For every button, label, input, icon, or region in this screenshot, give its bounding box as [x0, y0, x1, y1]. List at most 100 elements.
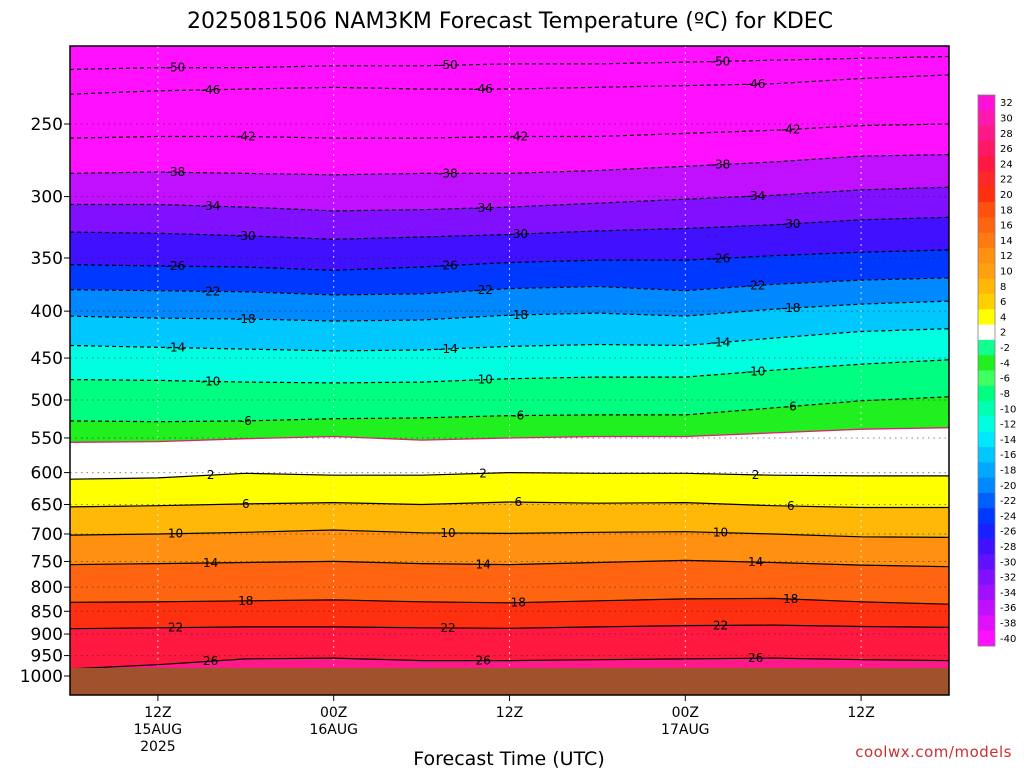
contour-label: 26 [748, 651, 763, 665]
colorbar-cell [978, 477, 995, 494]
colorbar-cell [978, 523, 995, 540]
colorbar-label: -34 [1000, 588, 1016, 599]
colorbar: 32 30 28 26 24 22 20 18 16 14 12 10 8 6 4 2 -2 -4 -6 -8 -10 -… [977, 94, 1016, 647]
colorbar-cell [978, 278, 995, 295]
colorbar-label: -4 [1000, 358, 1010, 369]
y-tick-label: 350 [31, 249, 63, 269]
x-tick-label: 00Z [672, 705, 699, 721]
contour-lines [70, 55, 949, 670]
colorbar-label: 14 [1000, 236, 1013, 247]
contour-label: -10 [746, 365, 766, 379]
colorbar-cell [978, 401, 995, 417]
contour-label: 26 [475, 654, 490, 668]
colorbar-cell [978, 385, 995, 402]
contour-label: -10 [473, 373, 493, 387]
contour-label: -50 [438, 58, 458, 72]
x-tick-label: 12Z [496, 705, 523, 721]
contour-label: -46 [746, 77, 766, 91]
colorbar-cell [978, 569, 995, 586]
colorbar-label: -24 [1000, 511, 1016, 522]
x-tick-label: 2025 [140, 739, 176, 755]
colorbar-cell [978, 600, 995, 616]
colorbar-cell [978, 140, 995, 157]
colorbar-cell [978, 232, 995, 249]
contour-label: 2 [207, 468, 215, 482]
colorbar-cell [978, 370, 995, 387]
colorbar-label: 12 [1000, 251, 1013, 262]
contour-label: 10 [440, 526, 455, 540]
contour-label: 14 [748, 555, 763, 569]
colorbar-cell [978, 615, 995, 632]
colorbar-label: -18 [1000, 465, 1016, 476]
colorbar-label: -40 [1000, 634, 1016, 645]
contour-label: -30 [781, 217, 801, 231]
contour-label: 10 [168, 527, 183, 541]
x-tick-label: 12Z [847, 705, 874, 721]
y-tick-label: 950 [31, 647, 63, 667]
contour-line [70, 657, 949, 670]
colorbar-cell [978, 263, 995, 280]
contour-label: 22 [713, 618, 728, 632]
colorbar-cell [978, 554, 995, 570]
colorbar-cell [978, 339, 995, 356]
colorbar-cell [978, 202, 995, 218]
colorbar-cell [978, 324, 995, 341]
colorbar-label: 20 [1000, 190, 1013, 201]
colorbar-cell [978, 309, 995, 325]
contour-label: -22 [746, 279, 766, 293]
contour-label: 14 [203, 556, 218, 570]
credit-text: coolwx.com/models [855, 743, 1012, 761]
colorbar-label: 8 [1000, 282, 1006, 293]
contour-label: 6 [787, 499, 795, 513]
contour-label: -42 [781, 122, 801, 136]
colorbar-label: 2 [1000, 328, 1006, 339]
grid-lines [70, 46, 949, 695]
y-tick-label: 650 [31, 495, 63, 515]
contour-label: -46 [201, 83, 221, 97]
contour-label: 22 [440, 621, 455, 635]
contour-label: 10 [713, 526, 728, 540]
y-tick-label: 900 [31, 625, 63, 645]
contour-line [70, 529, 949, 538]
y-tick-label: 600 [31, 464, 63, 484]
contour-label: -14 [438, 342, 458, 356]
colorbar-label: 26 [1000, 144, 1013, 155]
colorbar-cell [978, 508, 995, 524]
y-tick-label: 850 [31, 602, 63, 622]
colorbar-label: 32 [1000, 98, 1013, 109]
contour-label: -42 [508, 130, 528, 144]
contour-label: -26 [166, 259, 186, 273]
colorbar-label: -2 [1000, 343, 1010, 354]
colorbar-cell [978, 462, 995, 479]
colorbar-label: 16 [1000, 221, 1013, 232]
x-tick-label: 12Z [144, 705, 171, 721]
contour-line [70, 501, 949, 509]
y-axis-ticks: 250 300 350 400 450 500 550 600 650 700 750 800 850 9… [20, 115, 70, 687]
colorbar-cell [978, 125, 995, 142]
colorbar-cell [978, 630, 995, 647]
colorbar-label: -14 [1000, 435, 1016, 446]
colorbar-label: 18 [1000, 205, 1013, 216]
colorbar-cell [978, 355, 995, 371]
colorbar-label: 6 [1000, 297, 1006, 308]
colorbar-cell [978, 584, 995, 601]
contour-label: -34 [473, 201, 493, 215]
contour-label: 18 [511, 596, 526, 610]
colorbar-label: -28 [1000, 542, 1016, 553]
colorbar-label: -20 [1000, 481, 1016, 492]
y-tick-label: 300 [31, 188, 63, 208]
colorbar-label: 22 [1000, 175, 1013, 186]
colorbar-label: 4 [1000, 312, 1006, 323]
colorbar-cell [978, 447, 995, 463]
contour-label: -6 [240, 414, 252, 428]
contour-label: 14 [475, 557, 490, 571]
colorbar-label: -6 [1000, 374, 1010, 385]
colorbar-label: -32 [1000, 573, 1016, 584]
contour-label: 22 [168, 621, 183, 635]
contour-label: -14 [166, 341, 186, 355]
colorbar-label: 24 [1000, 159, 1013, 170]
y-tick-label: 500 [31, 391, 63, 411]
y-tick-label: 250 [31, 115, 63, 135]
contour-label: -22 [201, 284, 221, 298]
